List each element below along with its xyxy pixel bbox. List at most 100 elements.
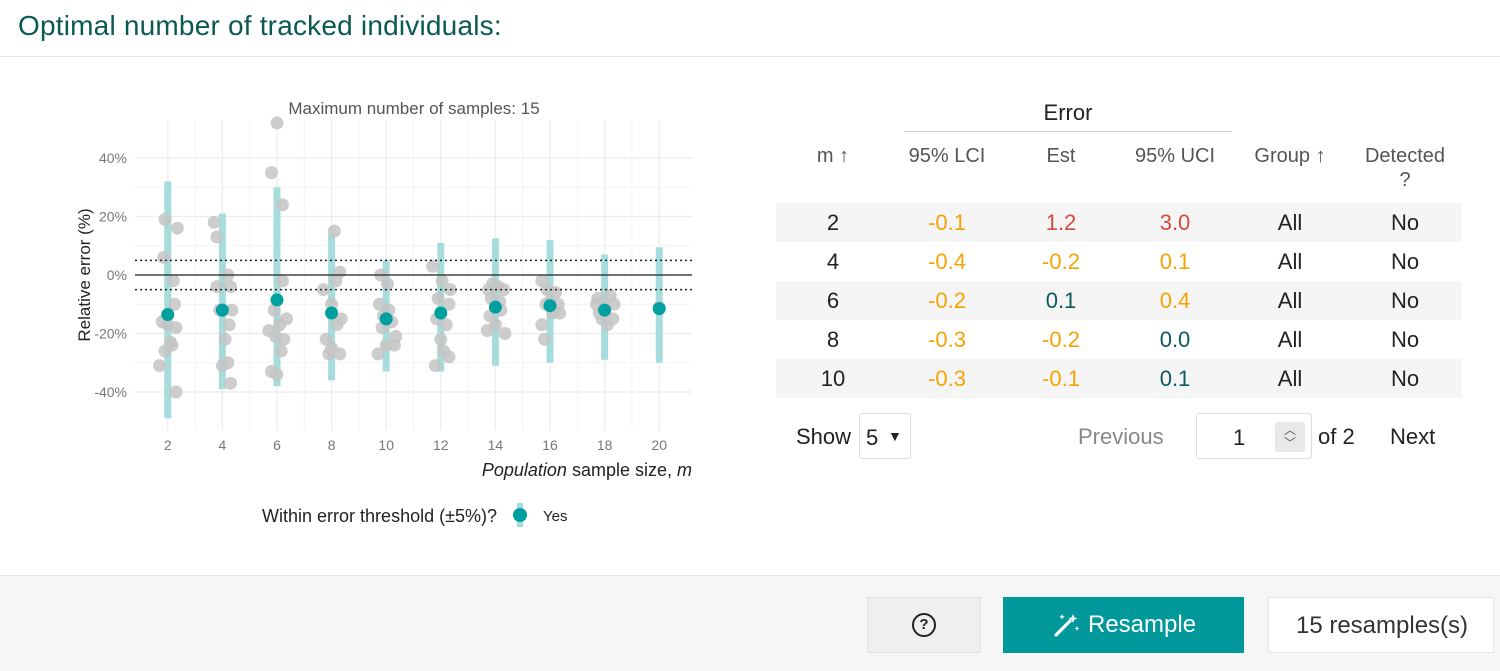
estimate-point bbox=[379, 312, 393, 326]
raw-point bbox=[327, 224, 341, 238]
table-row: 4 -0.4 -0.2 0.1 All No bbox=[776, 242, 1462, 281]
raw-point bbox=[434, 332, 448, 346]
raw-point bbox=[222, 318, 236, 332]
raw-point bbox=[225, 303, 239, 317]
raw-point bbox=[431, 291, 445, 305]
raw-point bbox=[334, 312, 348, 326]
page-size-select[interactable]: 5 ▼ bbox=[859, 413, 911, 459]
estimate-point bbox=[543, 299, 557, 313]
raw-point bbox=[165, 338, 179, 352]
raw-point bbox=[169, 385, 183, 399]
raw-point bbox=[274, 344, 288, 358]
cell-est: -0.1 bbox=[1042, 366, 1080, 391]
x-tick-label: 2 bbox=[164, 437, 172, 453]
col-header-group[interactable]: Group ↑ bbox=[1254, 145, 1326, 167]
raw-point bbox=[168, 297, 182, 311]
chevron-up-icon[interactable]: ︿ bbox=[1283, 423, 1296, 437]
col-header-est[interactable]: Est bbox=[1046, 145, 1076, 167]
raw-point bbox=[224, 376, 238, 390]
cell-uci: 0.0 bbox=[1159, 327, 1191, 352]
raw-point bbox=[591, 291, 605, 305]
raw-point bbox=[333, 265, 347, 279]
cell-detected: No bbox=[1390, 288, 1420, 313]
raw-point bbox=[606, 312, 620, 326]
x-tick-label: 10 bbox=[378, 437, 394, 453]
raw-point bbox=[389, 329, 403, 343]
raw-point bbox=[270, 116, 284, 130]
raw-point bbox=[553, 306, 567, 320]
error-plot-svg: 40% 20% 0% -20% -40% 2 4 6 8 10 12 14 16 18 20 Maximum … bbox=[75, 99, 692, 527]
raw-point bbox=[607, 297, 621, 311]
x-tick-label: 20 bbox=[651, 437, 667, 453]
cell-group: All bbox=[1277, 366, 1303, 391]
table-row: 2 -0.1 1.2 3.0 All No bbox=[776, 203, 1462, 242]
col-header-lci[interactable]: 95% LCI bbox=[908, 145, 986, 167]
y-tick-label: -20% bbox=[94, 325, 127, 341]
cell-est: -0.2 bbox=[1042, 327, 1080, 352]
page-size-value: 5 bbox=[866, 425, 879, 450]
raw-point bbox=[428, 359, 442, 373]
y-axis-label: Relative error (%) bbox=[75, 208, 94, 341]
x-tick-label: 4 bbox=[218, 437, 226, 453]
previous-page-button[interactable]: Previous bbox=[1078, 424, 1164, 449]
col-header-uci[interactable]: 95% UCI bbox=[1134, 145, 1216, 167]
legend-title: Within error threshold (±5%)? bbox=[262, 506, 497, 526]
cell-group: All bbox=[1277, 210, 1303, 235]
error-group-rule bbox=[904, 131, 1232, 132]
raw-point bbox=[153, 359, 167, 373]
cell-lci: -0.3 bbox=[928, 327, 966, 352]
question-circle-icon: ? bbox=[912, 613, 936, 637]
raw-point bbox=[439, 318, 453, 332]
raw-point bbox=[224, 280, 238, 294]
raw-point bbox=[270, 367, 284, 381]
raw-point bbox=[275, 274, 289, 288]
x-axis-label-var: m bbox=[677, 460, 692, 480]
resample-count: 15 resamples(s) bbox=[1295, 612, 1469, 639]
raw-point bbox=[169, 321, 183, 335]
raw-point bbox=[435, 274, 449, 288]
raw-point bbox=[371, 347, 385, 361]
cell-m: 8 bbox=[826, 327, 840, 352]
col-header-m[interactable]: m ↑ bbox=[816, 145, 850, 167]
raw-point bbox=[157, 250, 171, 264]
next-page-button[interactable]: Next bbox=[1390, 424, 1436, 449]
col-header-detected-line1: Detected bbox=[1364, 145, 1446, 167]
y-tick-label: 0% bbox=[107, 267, 127, 283]
card-title: Optimal number of tracked individuals: bbox=[18, 10, 502, 41]
raw-point bbox=[333, 347, 347, 361]
raw-point bbox=[221, 356, 235, 370]
estimate-point bbox=[488, 300, 502, 314]
card-header: Optimal number of tracked individuals: bbox=[0, 0, 1500, 57]
raw-point bbox=[498, 326, 512, 340]
col-header-detected[interactable]: Detected ? bbox=[1348, 144, 1462, 192]
help-button[interactable]: ? bbox=[867, 597, 981, 653]
x-tick-label: 18 bbox=[597, 437, 613, 453]
error-group-header: Error bbox=[1043, 100, 1093, 125]
table-row: 10 -0.3 -0.1 0.1 All No bbox=[776, 359, 1462, 398]
raw-point bbox=[548, 286, 562, 300]
cell-detected: No bbox=[1390, 249, 1420, 274]
page-number-input[interactable]: 1 ︿ ﹀ bbox=[1196, 413, 1312, 459]
cell-lci: -0.1 bbox=[928, 210, 966, 235]
cell-lci: -0.3 bbox=[928, 366, 966, 391]
raw-point bbox=[265, 166, 279, 180]
ci-bar bbox=[273, 187, 281, 387]
error-plot: 40% 20% 0% -20% -40% 2 4 6 8 10 12 14 16 18 20 Maximum … bbox=[60, 85, 720, 555]
estimate-point bbox=[434, 306, 448, 320]
cell-group: All bbox=[1277, 249, 1303, 274]
cell-uci: 0.1 bbox=[1159, 249, 1191, 274]
raw-point bbox=[210, 280, 224, 294]
raw-point bbox=[275, 198, 289, 212]
raw-point bbox=[488, 318, 502, 332]
legend-point-key bbox=[513, 508, 527, 522]
caret-down-icon: ▼ bbox=[888, 428, 902, 444]
resample-button[interactable]: Resample bbox=[1003, 597, 1244, 653]
cell-group: All bbox=[1277, 327, 1303, 352]
raw-point bbox=[497, 283, 511, 297]
chevron-down-icon[interactable]: ﹀ bbox=[1283, 436, 1296, 450]
magic-wand-icon bbox=[1054, 614, 1080, 637]
table-body: 2 -0.1 1.2 3.0 All No 4 -0.4 -0.2 0.1 All No 6 -0.2 0.… bbox=[776, 203, 1462, 398]
cell-uci: 3.0 bbox=[1159, 210, 1191, 235]
page-spinner[interactable]: ︿ ﹀ bbox=[1275, 422, 1305, 452]
cell-uci: 0.4 bbox=[1159, 288, 1191, 313]
